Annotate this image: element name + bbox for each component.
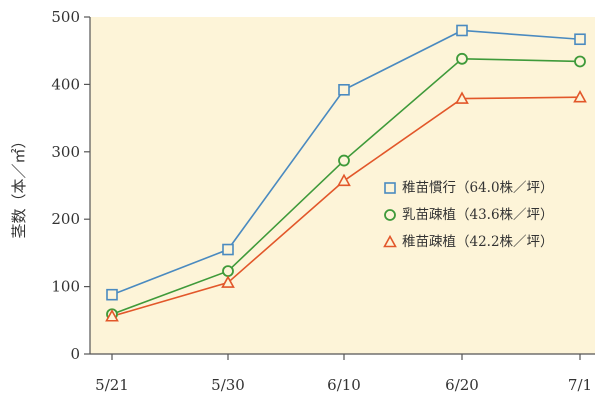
legend-marker-3 (383, 234, 397, 248)
data-point-series-1 (456, 24, 468, 37)
y-tick-label: 200 (51, 210, 80, 228)
data-point-series-3 (573, 90, 587, 103)
y-tick-label: 0 (70, 345, 80, 363)
y-tick-label: 100 (51, 278, 80, 296)
x-tick-label: 5/21 (95, 376, 129, 394)
y-tick-label: 500 (51, 8, 80, 26)
y-tick-label: 400 (51, 75, 80, 93)
x-tick-label: 6/20 (445, 376, 479, 394)
legend-marker-1 (384, 182, 396, 194)
data-point-series-1 (574, 33, 586, 46)
data-point-series-2 (456, 52, 468, 65)
legend-label-1: 稚苗慣行（64.0株／坪） (402, 180, 554, 196)
data-point-series-1 (338, 83, 350, 96)
data-point-series-3 (337, 173, 351, 187)
data-point-series-2 (574, 55, 586, 68)
data-point-series-3 (221, 275, 235, 288)
legend-marker-2 (384, 209, 396, 221)
legend: 稚苗慣行（64.0株／坪） 乳苗疎植（43.6株／坪） 稚苗疎植（42.2株／坪） (383, 180, 554, 250)
data-point-series-2 (222, 265, 234, 277)
legend-label-2: 乳苗疎植（43.6株／坪） (402, 207, 554, 223)
data-point-series-2 (338, 154, 350, 167)
x-tick-label: 7/1 (568, 376, 592, 394)
legend-label-3: 稚苗疎植（42.2株／坪） (402, 234, 554, 250)
data-point-series-1 (222, 243, 234, 256)
y-tick-label: 300 (51, 143, 80, 161)
data-point-series-1 (106, 288, 118, 301)
x-tick-label: 5/30 (211, 376, 245, 394)
data-point-series-3 (105, 309, 119, 322)
x-tick-label: 6/10 (327, 376, 361, 394)
y-axis-label: 茎数（本／㎡） (10, 133, 28, 238)
data-point-series-3 (455, 91, 469, 104)
